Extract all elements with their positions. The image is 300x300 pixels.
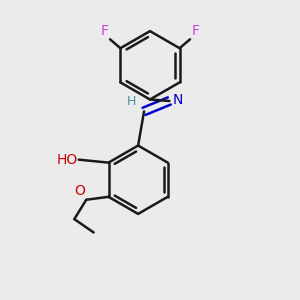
Text: HO: HO — [56, 153, 78, 167]
Text: F: F — [100, 24, 109, 38]
Text: O: O — [74, 184, 85, 198]
Text: N: N — [172, 93, 183, 107]
Text: H: H — [127, 95, 136, 108]
Text: F: F — [191, 24, 200, 38]
